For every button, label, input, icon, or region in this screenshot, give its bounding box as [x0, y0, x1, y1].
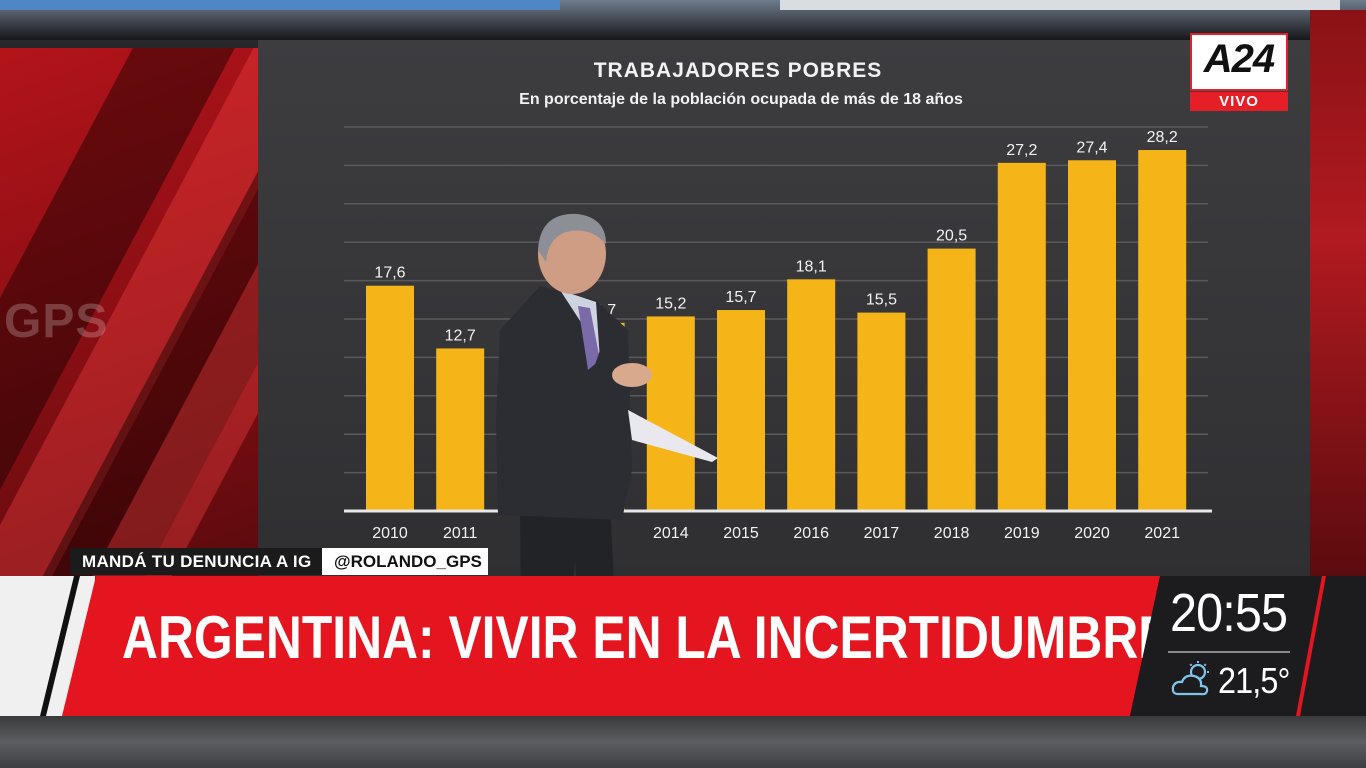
- headline-text: ARGENTINA: VIVIR EN LA INCERTIDUMBRE: [122, 604, 1172, 671]
- right-red-edge: [1310, 10, 1366, 580]
- chart-screen: [258, 40, 1310, 580]
- channel-logo: A24 VIVO: [1190, 33, 1288, 111]
- chart-value-label: 27,4: [1076, 139, 1107, 156]
- chart-category-label: 2021: [1144, 525, 1180, 542]
- logo-box: [1190, 33, 1288, 91]
- chart-category-label: 2010: [372, 525, 408, 542]
- clock-time: 20:55: [1170, 583, 1288, 643]
- presenter-papers: [628, 410, 718, 462]
- live-badge: VIVO: [1190, 92, 1288, 111]
- left-red-panel: GPS: [0, 48, 262, 578]
- chart-category-label: 2014: [653, 525, 689, 542]
- chart-category-label: 2020: [1074, 525, 1110, 542]
- clock-panel: [1130, 576, 1366, 716]
- chart-category-label: 2017: [864, 525, 900, 542]
- chart-category-label: 2018: [934, 525, 970, 542]
- chart-bar-2016: [787, 279, 836, 511]
- top-blue-bar: [0, 0, 560, 10]
- chart-category-label: 2015: [723, 525, 759, 542]
- lower-third-red-banner: [62, 576, 1160, 716]
- logo-text: A24: [1203, 37, 1275, 81]
- chart-value-label: 12,7: [445, 327, 476, 344]
- chart-value-label: 18,1: [796, 258, 827, 275]
- chart-value-label: 15,5: [866, 292, 897, 309]
- chart-grid: [344, 126, 1208, 474]
- chart-value-label: 28,2: [1147, 129, 1178, 146]
- top-light-bar: [780, 0, 1340, 10]
- gps-watermark: GPS: [4, 295, 109, 348]
- presenter-jacket: [496, 286, 632, 520]
- studio-floor: [0, 716, 1366, 768]
- chart-value-label: 27,2: [1006, 142, 1037, 159]
- chart-value-label: 15,7: [725, 289, 756, 306]
- presenter-hand: [612, 363, 652, 387]
- chart-category-label: 2016: [793, 525, 829, 542]
- chart-bar-2020: [1068, 160, 1116, 511]
- chart-bar-2017: [857, 312, 906, 511]
- presenter-tie: [578, 306, 600, 370]
- ticker-tag-label: MANDÁ TU DENUNCIA A IG: [70, 548, 322, 575]
- chart-subtitle: En porcentaje de la población ocupada de…: [519, 91, 963, 108]
- chart-bar-2014: [646, 316, 695, 511]
- chart-value-label: 17,6: [374, 265, 405, 282]
- top-strip: [0, 0, 1366, 40]
- chart-value-label: 20,5: [936, 228, 967, 245]
- clock-divider: [1168, 651, 1290, 653]
- chart-bar-2021: [1138, 150, 1187, 512]
- chart-category-label: 2019: [1004, 525, 1040, 542]
- chart-bar-2018: [927, 248, 976, 511]
- chart-bar-2010: [366, 285, 414, 511]
- presenter-hair: [538, 213, 606, 262]
- chart-bar-2011: [436, 348, 485, 511]
- ticker-tag-handle: @ROLANDO_GPS: [322, 548, 488, 575]
- chart-title: TRABAJADORES POBRES: [594, 59, 883, 82]
- cloud-sun-icon: [1171, 661, 1209, 696]
- presenter-shirt: [560, 290, 600, 360]
- temperature: 21,5°: [1218, 660, 1290, 701]
- chart-bar-2015: [717, 310, 765, 511]
- chart-category-label: 2011: [443, 525, 478, 542]
- chart-value-label: 15,2: [655, 295, 686, 312]
- chart-bar-2019: [997, 162, 1046, 511]
